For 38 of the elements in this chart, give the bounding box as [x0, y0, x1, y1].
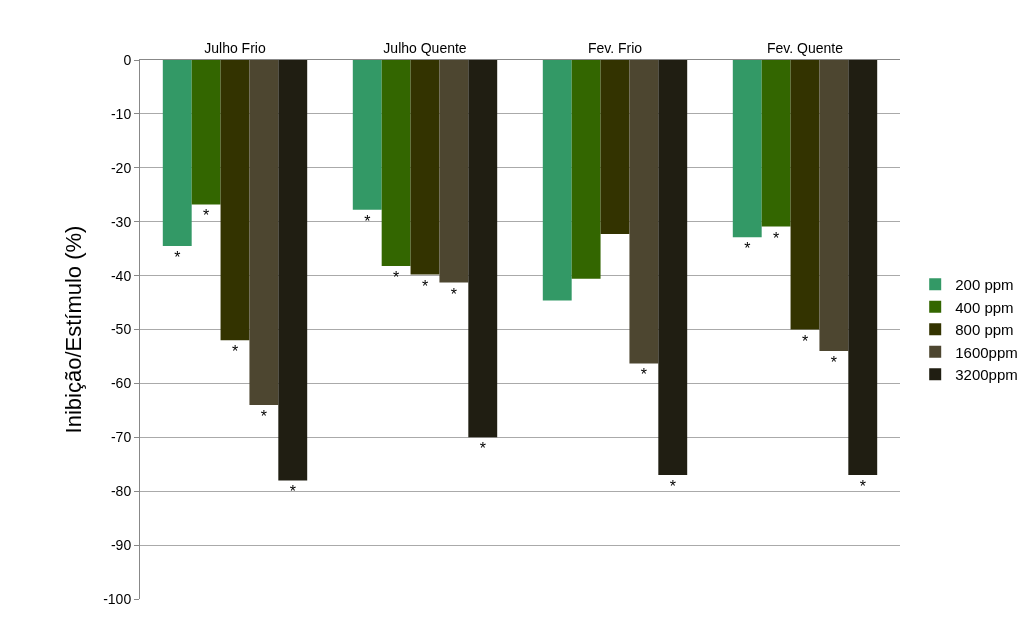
data-label: * [859, 478, 866, 496]
data-label: * [174, 248, 181, 266]
data-label: * [421, 277, 429, 295]
data-label: * [669, 478, 676, 496]
y-axis-title: Inibição/Estímulo (%) [60, 225, 86, 434]
legend-label: 200 ppm [955, 276, 1014, 294]
data-label: * [640, 366, 647, 384]
legend-label: 1600ppm [955, 343, 1018, 361]
x-tick-label: Fev. Frio [587, 40, 643, 57]
data-label: * [289, 483, 296, 501]
data-label: * [801, 332, 809, 350]
legend-label: 400 ppm [955, 298, 1014, 316]
y-tick-label: -10 [110, 105, 132, 122]
legend-label: 3200ppm [955, 366, 1018, 384]
data-label: * [830, 354, 837, 372]
data-label: * [260, 407, 267, 425]
y-tick-label: -40 [110, 267, 132, 284]
y-tick-label: -60 [110, 375, 132, 392]
data-label: * [450, 285, 457, 303]
y-tick-label: -30 [110, 213, 132, 230]
y-tick-label: 0 [123, 51, 132, 68]
x-tick-label: Fev. Quente [766, 40, 844, 57]
y-tick-label: -20 [110, 159, 132, 176]
x-tick-label: Julho Quente [383, 40, 467, 57]
y-tick-label: -90 [110, 537, 132, 553]
y-tick-label: -100 [103, 590, 132, 607]
data-label: * [203, 207, 210, 225]
data-label: * [231, 343, 239, 361]
data-label: * [773, 229, 780, 247]
y-tick-label: -70 [110, 429, 132, 446]
data-label: * [393, 268, 400, 286]
y-tick-label: -50 [110, 321, 132, 338]
data-label: * [479, 440, 486, 458]
data-label: * [744, 240, 751, 258]
x-tick-label: Julho Frio [204, 40, 266, 57]
legend-label: 800 ppm [955, 321, 1014, 339]
y-tick-label: -80 [110, 483, 132, 500]
data-label: * [364, 212, 371, 230]
